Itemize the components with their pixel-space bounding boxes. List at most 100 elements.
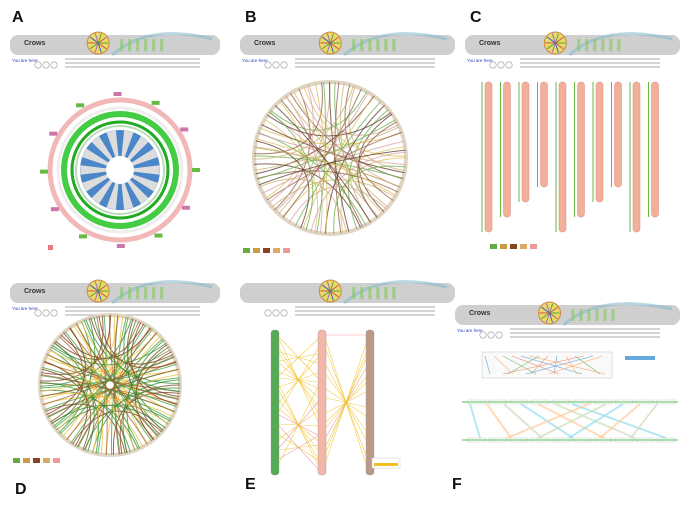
chromosome-bar bbox=[541, 82, 548, 187]
nav-button bbox=[281, 62, 287, 68]
header-glyph bbox=[136, 287, 139, 299]
nav-button bbox=[273, 62, 279, 68]
header-glyph bbox=[368, 287, 371, 299]
nav-link: You are here bbox=[12, 58, 38, 63]
header-glyph bbox=[588, 309, 591, 321]
header-glyph bbox=[612, 309, 615, 321]
header-glyph bbox=[136, 39, 139, 51]
chromosome-bar bbox=[485, 82, 492, 232]
legend-swatch bbox=[500, 244, 507, 249]
chromosome-bar bbox=[596, 82, 603, 202]
legend-swatch bbox=[13, 458, 20, 463]
header-glyph bbox=[120, 287, 123, 299]
header-glyph bbox=[376, 287, 379, 299]
nav-button bbox=[43, 62, 49, 68]
header-glyph bbox=[604, 309, 607, 321]
header-title: Crows bbox=[24, 40, 46, 47]
feature-box bbox=[182, 206, 190, 210]
feature-box bbox=[51, 207, 59, 211]
nav-link: You are here bbox=[12, 306, 38, 311]
header-glyph bbox=[152, 39, 155, 51]
legend-swatch bbox=[530, 244, 537, 249]
chromosome-bar bbox=[559, 82, 566, 232]
panel-label: C bbox=[470, 9, 482, 26]
header-glyph bbox=[360, 39, 363, 51]
nav-button bbox=[273, 310, 279, 316]
header-glyph bbox=[593, 39, 596, 51]
nav-button bbox=[498, 62, 504, 68]
panel-label: D bbox=[15, 481, 27, 498]
feature-box bbox=[117, 244, 125, 248]
nav-button bbox=[43, 310, 49, 316]
header-glyph bbox=[572, 309, 575, 321]
chromosome-bar bbox=[522, 82, 529, 202]
header-title: Crows bbox=[479, 40, 501, 47]
chromosome-bar bbox=[578, 82, 585, 217]
chromosome-bar bbox=[318, 330, 326, 475]
header-glyph bbox=[160, 39, 163, 51]
panel-label: B bbox=[245, 9, 257, 26]
panel-label: F bbox=[452, 476, 462, 493]
header-glyph bbox=[352, 287, 355, 299]
center bbox=[106, 156, 134, 184]
legend-swatch bbox=[283, 248, 290, 253]
nav-button bbox=[488, 332, 494, 338]
nav-button bbox=[490, 62, 496, 68]
chromosome-bar bbox=[366, 330, 374, 475]
legend-swatch bbox=[23, 458, 30, 463]
header-glyph bbox=[601, 39, 604, 51]
nav-button bbox=[35, 62, 41, 68]
legend-swatch bbox=[33, 458, 40, 463]
legend-swatch bbox=[253, 248, 260, 253]
feature-box bbox=[40, 170, 48, 174]
header-glyph bbox=[368, 39, 371, 51]
header-glyph bbox=[392, 39, 395, 51]
chromosome-bar bbox=[633, 82, 640, 232]
feature-box bbox=[152, 101, 160, 105]
nav-button bbox=[281, 310, 287, 316]
header-glyph bbox=[384, 287, 387, 299]
header-glyph bbox=[617, 39, 620, 51]
header-title: Crows bbox=[254, 40, 276, 47]
header-glyph bbox=[160, 287, 163, 299]
chromosome-bar bbox=[271, 330, 279, 475]
header-glyph bbox=[144, 39, 147, 51]
header-glyph bbox=[392, 287, 395, 299]
header-glyph bbox=[128, 39, 131, 51]
nav-button bbox=[480, 332, 486, 338]
header-glyph bbox=[120, 39, 123, 51]
nav-link: You are here bbox=[467, 58, 493, 63]
header-glyph bbox=[352, 39, 355, 51]
nav-button bbox=[496, 332, 502, 338]
feature-box bbox=[49, 132, 57, 136]
header-glyph bbox=[609, 39, 612, 51]
feature-box bbox=[76, 103, 84, 107]
header-glyph bbox=[577, 39, 580, 51]
legend-swatch bbox=[43, 458, 50, 463]
nav-button bbox=[35, 310, 41, 316]
nav-button bbox=[51, 310, 57, 316]
header-title: Crows bbox=[469, 310, 491, 317]
header-glyph bbox=[152, 287, 155, 299]
feature-box bbox=[192, 168, 200, 172]
nav-button bbox=[51, 62, 57, 68]
chromosome-bar bbox=[615, 82, 622, 187]
header-glyph bbox=[580, 309, 583, 321]
legend-swatch bbox=[53, 458, 60, 463]
figure: ACrowsYou are hereBCrowsYou are hereCCro… bbox=[0, 0, 686, 513]
legend-gradient bbox=[625, 356, 655, 360]
legend-swatch bbox=[243, 248, 250, 253]
header-glyph bbox=[376, 39, 379, 51]
nav-link: You are here bbox=[242, 58, 268, 63]
legend-swatch bbox=[273, 248, 280, 253]
feature-box bbox=[180, 127, 188, 131]
feature-box bbox=[79, 234, 87, 238]
nav-button bbox=[506, 62, 512, 68]
feature-box bbox=[154, 234, 162, 238]
nav-link: You are here bbox=[457, 328, 483, 333]
legend-swatch bbox=[490, 244, 497, 249]
panel-label: E bbox=[245, 476, 256, 493]
header-glyph bbox=[585, 39, 588, 51]
legend-swatch bbox=[520, 244, 527, 249]
nav-button bbox=[265, 62, 271, 68]
